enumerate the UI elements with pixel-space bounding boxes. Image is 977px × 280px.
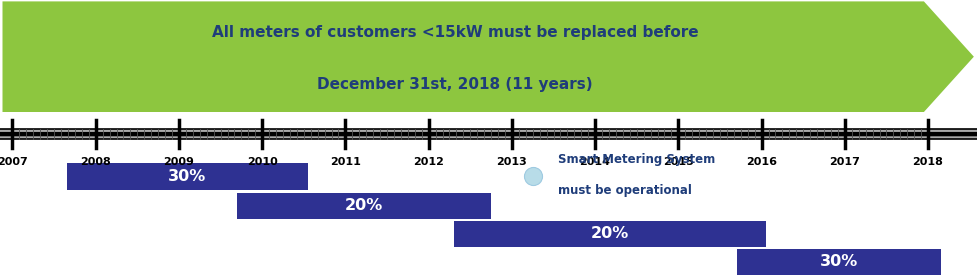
Text: 2017: 2017 — [828, 157, 860, 167]
FancyBboxPatch shape — [66, 163, 308, 190]
Text: 2012: 2012 — [413, 157, 444, 167]
Text: 2007: 2007 — [0, 157, 27, 167]
Text: 2009: 2009 — [163, 157, 194, 167]
Text: Smart Metering System: Smart Metering System — [557, 153, 714, 166]
Text: All meters of customers <15kW must be replaced before: All meters of customers <15kW must be re… — [211, 25, 698, 40]
Text: 30%: 30% — [168, 169, 206, 184]
Text: 2016: 2016 — [745, 157, 777, 167]
Text: 2011: 2011 — [329, 157, 361, 167]
Text: 2018: 2018 — [912, 157, 943, 167]
Text: 2010: 2010 — [246, 157, 277, 167]
Text: 20%: 20% — [590, 226, 628, 241]
FancyBboxPatch shape — [0, 129, 977, 139]
FancyBboxPatch shape — [736, 249, 940, 275]
Polygon shape — [3, 1, 973, 112]
Text: must be operational: must be operational — [557, 184, 691, 197]
Text: 30%: 30% — [819, 254, 857, 269]
FancyBboxPatch shape — [237, 193, 490, 219]
Text: 2015: 2015 — [662, 157, 693, 167]
Text: 20%: 20% — [345, 198, 383, 213]
Text: 2014: 2014 — [579, 157, 610, 167]
Text: 2008: 2008 — [80, 157, 111, 167]
FancyBboxPatch shape — [453, 221, 765, 247]
Text: December 31st, 2018 (11 years): December 31st, 2018 (11 years) — [317, 77, 592, 92]
Text: 2013: 2013 — [496, 157, 527, 167]
